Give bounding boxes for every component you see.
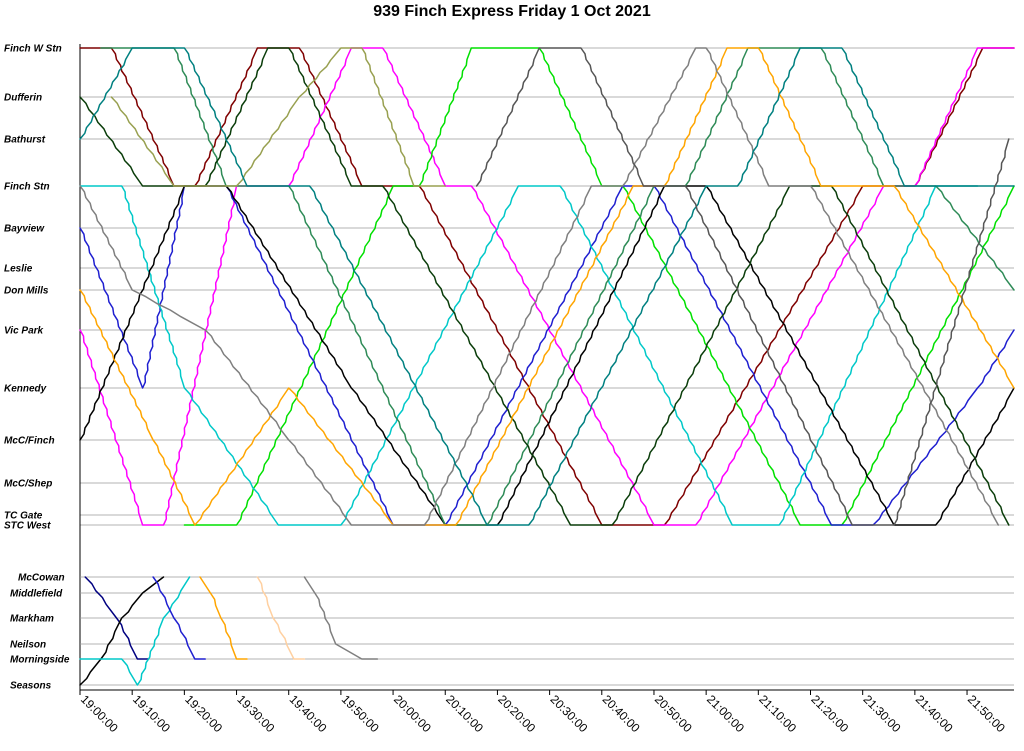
branch-trip-line — [303, 576, 379, 660]
stop-label: Vic Park — [4, 326, 44, 337]
branch-trip-line — [152, 576, 206, 660]
x-tick-label: 20:50:00 — [652, 692, 695, 735]
branch-stop-label: Neilson — [10, 640, 46, 651]
branch-trip-line — [84, 576, 149, 660]
x-tick-label: 21:20:00 — [808, 692, 851, 735]
stop-label: McC/Shep — [4, 479, 52, 490]
trip-line — [79, 47, 1015, 526]
stop-label: Bathurst — [4, 135, 46, 146]
trip-line — [79, 47, 1015, 526]
trip-line — [79, 185, 979, 526]
branch-stop-label: Morningside — [10, 655, 70, 666]
x-tick-label: 20:20:00 — [495, 692, 538, 735]
branch-stop-label: Seasons — [10, 681, 52, 692]
stop-label: Finch Stn — [4, 182, 50, 193]
trip-line — [183, 47, 1015, 526]
x-tick-label: 20:10:00 — [443, 692, 486, 735]
x-axis: 19:00:00 19:10:00 19:20:00 19:30:00 19:40:00… — [78, 690, 1008, 735]
x-tick-label: 21:40:00 — [913, 692, 956, 735]
chart-title: 939 Finch Express Friday 1 Oct 2021 — [373, 3, 651, 20]
branch-trip-line — [199, 576, 248, 660]
trip-line — [79, 47, 1015, 526]
stop-label: Don Mills — [4, 286, 49, 297]
stop-label: Leslie — [4, 264, 33, 275]
stop-label: Bayview — [4, 224, 45, 235]
stop-labels: Finch W Stn Dufferin Bathurst Finch Stn Bayv… — [4, 44, 70, 692]
trip-line — [100, 47, 1015, 526]
stop-label: Dufferin — [4, 93, 42, 104]
branch-stop-label: Markham — [10, 614, 54, 625]
trip-line — [79, 47, 1010, 526]
x-tick-label: 19:30:00 — [234, 692, 277, 735]
x-tick-label: 20:40:00 — [600, 692, 643, 735]
x-tick-label: 19:00:00 — [78, 692, 121, 735]
x-tick-label: 21:10:00 — [756, 692, 799, 735]
x-tick-label: 19:10:00 — [130, 692, 173, 735]
trip-line — [79, 185, 1015, 526]
trip-lines — [79, 47, 1015, 526]
branch-stop-label: Middlefield — [10, 589, 63, 600]
trip-line — [475, 47, 1010, 526]
stop-label: Finch W Stn — [4, 44, 62, 55]
branch-trip-lines — [79, 576, 379, 686]
x-tick-label: 19:40:00 — [287, 692, 330, 735]
x-tick-label: 21:30:00 — [861, 692, 904, 735]
x-tick-label: 20:30:00 — [547, 692, 590, 735]
branch-stop-label: McCowan — [18, 573, 65, 584]
stop-label: TC Gate — [4, 511, 43, 522]
stop-label: STC West — [4, 521, 51, 532]
branch-trip-line — [256, 576, 306, 660]
trip-line — [79, 47, 1000, 526]
trip-line — [110, 47, 447, 187]
grid-branch — [80, 576, 1014, 686]
x-tick-label: 21:00:00 — [704, 692, 747, 735]
x-tick-label: 19:20:00 — [182, 692, 225, 735]
stop-label: Kennedy — [4, 384, 47, 395]
x-tick-label: 21:50:00 — [965, 692, 1008, 735]
trip-line — [79, 47, 1015, 526]
stop-label: McC/Finch — [4, 436, 55, 447]
branch-trip-line — [79, 576, 165, 686]
branch-trip-line — [79, 576, 191, 686]
x-tick-label: 19:50:00 — [339, 692, 382, 735]
trip-line — [79, 185, 1015, 526]
x-tick-label: 20:00:00 — [391, 692, 434, 735]
